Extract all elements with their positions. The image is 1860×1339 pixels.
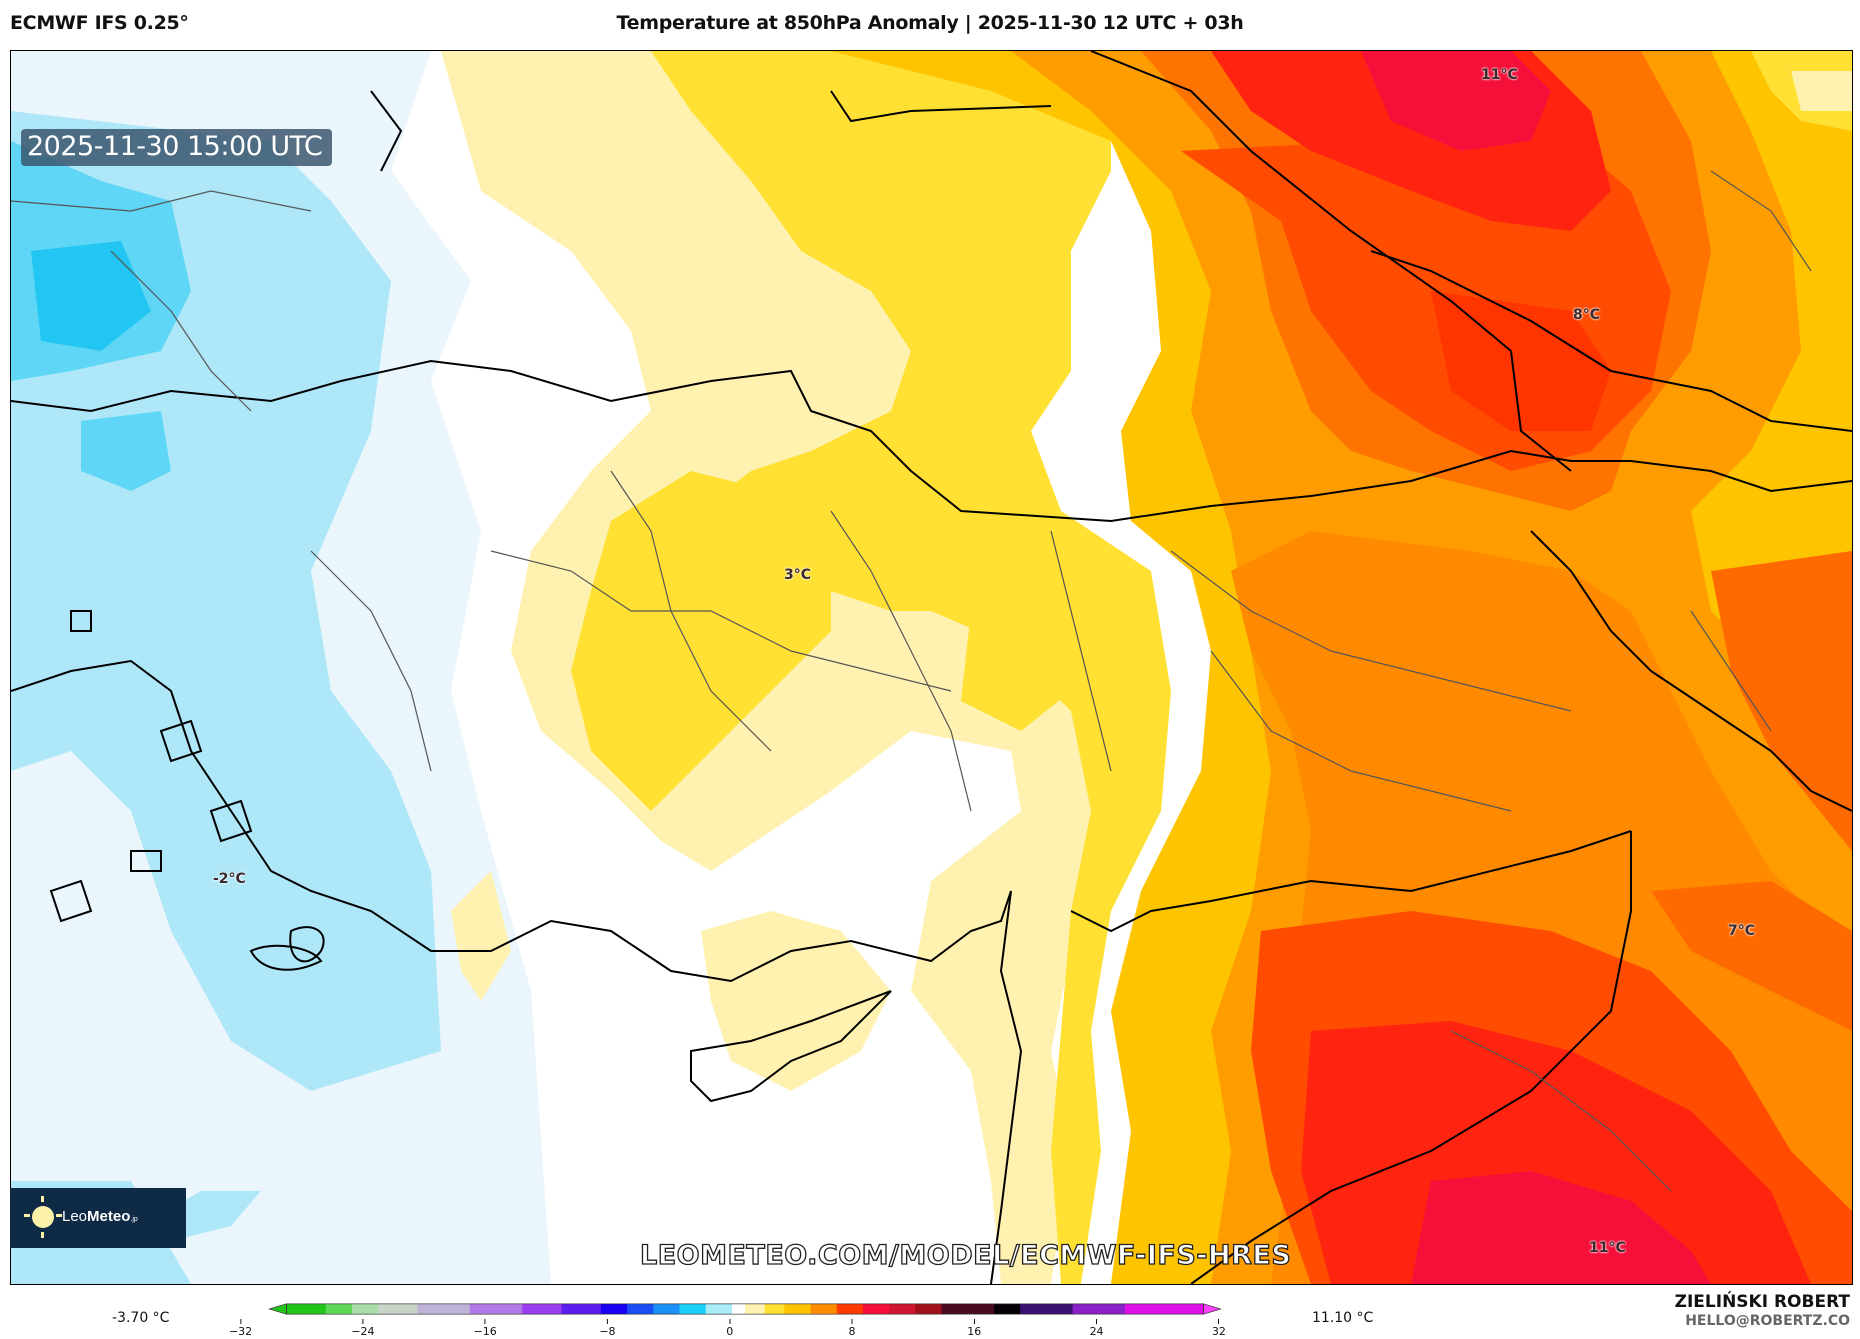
logo-text: LeoMeteo.jp bbox=[62, 1208, 138, 1225]
sun-ray-icon bbox=[24, 1214, 30, 1217]
colorbar bbox=[268, 1303, 1222, 1315]
colorbar-tick: −16 bbox=[474, 1319, 497, 1338]
author-email: HELLO@ROBERTZ.CO bbox=[1685, 1313, 1850, 1329]
model-name: ECMWF IFS 0.25° bbox=[10, 12, 189, 34]
anomaly-field bbox=[11, 51, 1852, 1284]
sun-ray-icon bbox=[41, 1232, 44, 1238]
valid-time-badge: 2025-11-30 15:00 UTC bbox=[21, 129, 333, 166]
leometeo-logo: LeoMeteo.jp bbox=[10, 1188, 186, 1248]
temperature-label: 3°C bbox=[784, 567, 812, 583]
logo-text-light: Leo bbox=[62, 1208, 88, 1225]
colorbar-tick: 16 bbox=[967, 1319, 981, 1338]
watermark-url: LEOMETEO.COM/MODEL/ECMWF-IFS-HRES bbox=[639, 1239, 1292, 1271]
sun-ray-icon bbox=[56, 1214, 62, 1217]
chart-title: Temperature at 850hPa Anomaly | 2025-11-… bbox=[616, 12, 1244, 34]
colorbar-tick: 0 bbox=[726, 1319, 733, 1338]
colorbar-tick: 8 bbox=[849, 1319, 856, 1338]
temperature-label: 8°C bbox=[1573, 307, 1601, 323]
logo-suffix: .jp bbox=[130, 1216, 138, 1223]
min-value-label: -3.70 °C bbox=[112, 1310, 170, 1326]
sun-icon bbox=[32, 1206, 54, 1228]
colorbar-tick: −24 bbox=[351, 1319, 374, 1338]
temperature-label: -2°C bbox=[213, 871, 246, 887]
temperature-label: 7°C bbox=[1728, 923, 1756, 939]
temperature-label: 11°C bbox=[1589, 1240, 1626, 1256]
sun-ray-icon bbox=[41, 1196, 44, 1202]
colorbar-tick: −8 bbox=[599, 1319, 615, 1338]
logo-text-bold: Meteo bbox=[87, 1208, 131, 1225]
temperature-label: 11°C bbox=[1481, 67, 1518, 83]
author-name: ZIELIŃSKI ROBERT bbox=[1674, 1292, 1850, 1312]
colorbar-tick: 32 bbox=[1212, 1319, 1226, 1338]
colorbar-tick: −32 bbox=[229, 1319, 252, 1338]
colorbar-ticks: −32 −24 −16 −8 0 8 16 24 32 bbox=[0, 1319, 1860, 1339]
max-value-label: 11.10 °C bbox=[1312, 1310, 1374, 1326]
map-panel[interactable]: 2025-11-30 15:00 UTC 11°C 8°C 3°C -2°C 7… bbox=[10, 50, 1853, 1285]
colorbar-tick: 24 bbox=[1090, 1319, 1104, 1338]
